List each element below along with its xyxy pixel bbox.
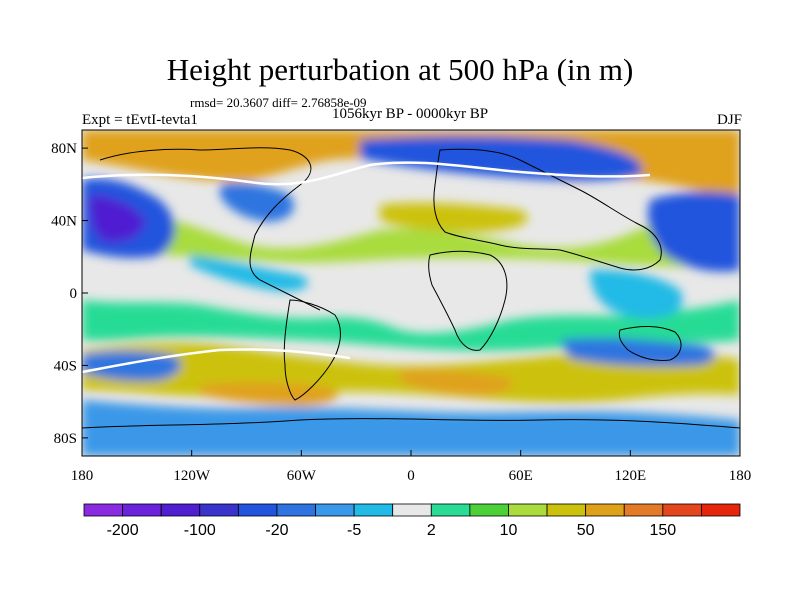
colorbar-swatch bbox=[353, 503, 394, 517]
australia-coast bbox=[618, 326, 682, 361]
x-tick-label: 120W bbox=[173, 468, 211, 484]
colorbar-label: 2 bbox=[427, 522, 436, 539]
namerica-low bbox=[220, 183, 294, 222]
colorbar-swatch bbox=[237, 503, 278, 517]
stats-text: rmsd= 20.3607 diff= 2.76858e-09 bbox=[190, 95, 367, 110]
colorbar-swatch bbox=[546, 503, 587, 517]
colorbar-label: -20 bbox=[265, 522, 288, 539]
field-layer bbox=[82, 130, 740, 456]
x-tick-label: 0 bbox=[407, 468, 415, 484]
africa-coast bbox=[428, 250, 508, 351]
colorbar-label: -100 bbox=[184, 522, 216, 539]
x-tick-label: 180 bbox=[71, 468, 94, 484]
colorbar-swatch bbox=[585, 503, 625, 517]
pacific-low-core bbox=[89, 195, 145, 243]
axis-ticks: 180 120W 60W 0 60E 120E 180 80N 40N 0 40S 80S bbox=[51, 141, 751, 484]
zero-contour-south bbox=[82, 348, 351, 374]
y-tick-label: 40S bbox=[54, 358, 77, 374]
colorbar-swatch bbox=[122, 503, 162, 517]
colorbar-swatch bbox=[469, 503, 509, 517]
colorbar-label: 150 bbox=[649, 522, 676, 539]
tropical-cyan-patch bbox=[190, 255, 309, 292]
colorbar-swatch bbox=[160, 503, 201, 517]
colorbar-label: 10 bbox=[500, 522, 518, 539]
x-tick-label: 120E bbox=[614, 468, 646, 484]
colorbar-swatch bbox=[199, 503, 239, 517]
south-atlantic-high bbox=[400, 369, 513, 396]
season-label: DJF bbox=[716, 112, 742, 128]
zero-contours bbox=[82, 161, 651, 374]
antarctica-coast bbox=[82, 418, 740, 429]
north-america-coast bbox=[99, 147, 321, 311]
maritime-continent-patch bbox=[590, 269, 683, 319]
y-tick-label: 0 bbox=[70, 286, 78, 302]
colorbar-swatch bbox=[315, 503, 355, 517]
eurasia-low bbox=[360, 136, 642, 181]
tropical-green-band bbox=[82, 300, 740, 351]
colorbar-swatch bbox=[508, 503, 548, 517]
colorbar-label: -200 bbox=[107, 522, 139, 539]
y-tick-label: 80S bbox=[54, 431, 77, 447]
x-tick-label: 60W bbox=[287, 468, 317, 484]
x-tick-label: 180 bbox=[729, 468, 752, 484]
colorbar-swatch bbox=[276, 503, 316, 517]
south-america-coast bbox=[283, 299, 341, 401]
colorbar-swatch bbox=[623, 503, 664, 517]
indian-ocean-low bbox=[560, 337, 715, 367]
y-tick-label: 40N bbox=[51, 214, 77, 230]
colorbar-swatch bbox=[430, 503, 471, 517]
y-tick-label: 80N bbox=[51, 141, 77, 157]
colorbar-swatch bbox=[83, 503, 123, 517]
chart-title: Height perturbation at 500 hPa (in m) bbox=[166, 52, 634, 87]
x-tick-label: 60E bbox=[509, 468, 533, 484]
atlantic-positive bbox=[380, 202, 528, 233]
colorbar: -200 -100 -20 -5 2 10 50 150 bbox=[83, 503, 741, 539]
colorbar-label: -5 bbox=[347, 522, 361, 539]
colorbar-swatch bbox=[662, 503, 702, 517]
colorbar-swatch bbox=[701, 503, 741, 517]
colorbar-label: 50 bbox=[577, 522, 595, 539]
nh-green-band bbox=[82, 195, 740, 268]
coastlines bbox=[82, 147, 740, 429]
period-label: 1056kyr BP - 0000kyr BP bbox=[331, 106, 489, 122]
antarctic-band bbox=[82, 400, 740, 456]
dateline-low bbox=[648, 191, 740, 272]
zero-contour-north bbox=[82, 161, 651, 186]
experiment-label: Expt = tEvtI-tevta1 bbox=[82, 112, 198, 128]
colorbar-swatch bbox=[392, 503, 432, 517]
south-pacific-high bbox=[200, 382, 339, 406]
